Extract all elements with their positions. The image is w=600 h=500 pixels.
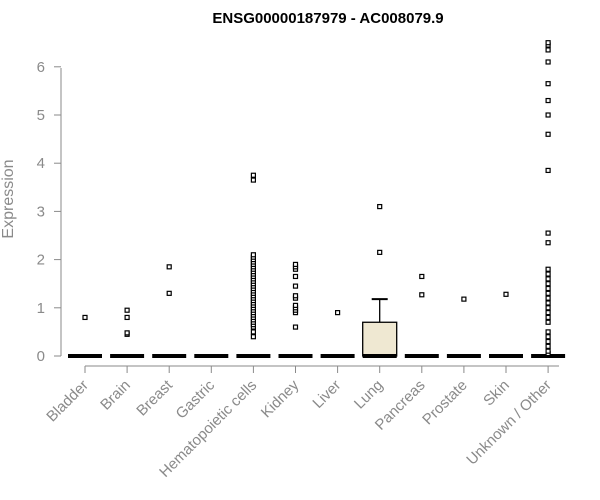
outlier-point xyxy=(292,302,299,308)
outlier-point xyxy=(545,334,551,340)
x-tick-label: Bladder xyxy=(43,377,92,426)
outlier-point xyxy=(461,296,467,302)
box-group xyxy=(404,273,439,358)
box-group xyxy=(110,307,145,358)
outlier-point xyxy=(250,252,256,258)
y-tick-label: 1 xyxy=(37,300,45,317)
x-tick-label: Prostate xyxy=(419,377,471,429)
box-group xyxy=(362,203,398,358)
outlier-point xyxy=(292,273,299,280)
box-group xyxy=(446,296,481,358)
box-group xyxy=(152,264,187,358)
y-tick-label: 3 xyxy=(37,203,45,220)
outlier-point xyxy=(545,131,551,137)
outlier-point xyxy=(545,300,551,306)
outlier-point xyxy=(545,112,551,118)
outlier-point xyxy=(545,305,551,311)
box-group xyxy=(531,40,566,358)
x-tick-label: Breast xyxy=(133,376,176,419)
y-tick-label: 2 xyxy=(37,252,45,269)
box-rect xyxy=(362,321,398,357)
x-tick-label: Brain xyxy=(97,377,134,414)
outlier-point xyxy=(545,329,551,335)
outlier-point xyxy=(545,295,551,301)
box-group xyxy=(489,291,523,358)
outlier-point xyxy=(545,348,551,354)
x-tick-label: Lung xyxy=(351,377,387,413)
outlier-point xyxy=(419,292,425,298)
outlier-point xyxy=(250,177,256,183)
outlier-point xyxy=(166,290,172,296)
outlier-point xyxy=(545,97,551,104)
outlier-point xyxy=(377,249,383,255)
outlier-point xyxy=(292,293,299,299)
outlier-point xyxy=(250,172,256,178)
x-tick-label: Liver xyxy=(309,377,344,412)
outlier-point xyxy=(545,167,551,174)
box-series xyxy=(68,40,566,358)
outlier-point xyxy=(124,307,130,313)
outlier-point xyxy=(335,310,341,316)
box-group xyxy=(278,261,313,358)
chart-title: ENSG00000187979 - AC008079.9 xyxy=(212,10,443,27)
outlier-point xyxy=(545,59,551,65)
outlier-point xyxy=(292,283,299,289)
outlier-point xyxy=(166,264,172,270)
outlier-point xyxy=(545,343,551,349)
y-axis-label: Expression xyxy=(0,159,17,238)
y-tick-label: 0 xyxy=(37,348,45,365)
y-tick-label: 4 xyxy=(37,155,45,172)
x-tick-label: Skin xyxy=(480,377,513,410)
outlier-point xyxy=(545,285,551,292)
outlier-point xyxy=(292,324,299,330)
outlier-point xyxy=(503,291,509,297)
y-tick-label: 6 xyxy=(37,59,45,76)
outlier-point xyxy=(124,314,130,321)
outlier-point xyxy=(124,330,130,336)
outlier-point xyxy=(545,314,551,321)
outlier-point xyxy=(545,319,551,325)
outlier-point xyxy=(545,230,551,236)
outlier-point xyxy=(545,271,551,277)
outlier-point xyxy=(545,290,551,296)
outlier-point xyxy=(250,329,256,335)
y-axis-ticks: 0 1 2 3 4 5 6 xyxy=(37,59,61,365)
y-tick-label: 5 xyxy=(37,107,45,124)
outlier-point xyxy=(545,240,551,246)
outlier-point xyxy=(377,203,383,210)
outlier-point xyxy=(545,47,551,53)
outlier-point xyxy=(292,261,299,268)
outlier-point xyxy=(545,81,551,87)
x-tick-label: Kidney xyxy=(258,376,303,421)
box-group xyxy=(236,172,271,358)
outlier-point xyxy=(545,276,551,282)
outlier-point xyxy=(545,40,551,46)
outlier-point xyxy=(545,281,551,287)
outlier-point xyxy=(82,314,88,321)
box-group xyxy=(68,314,102,358)
outlier-point xyxy=(545,266,551,272)
outlier-point xyxy=(250,334,256,340)
outlier-point xyxy=(545,338,551,345)
outlier-point xyxy=(419,273,425,280)
box-group xyxy=(320,310,355,358)
outlier-point xyxy=(545,310,551,316)
